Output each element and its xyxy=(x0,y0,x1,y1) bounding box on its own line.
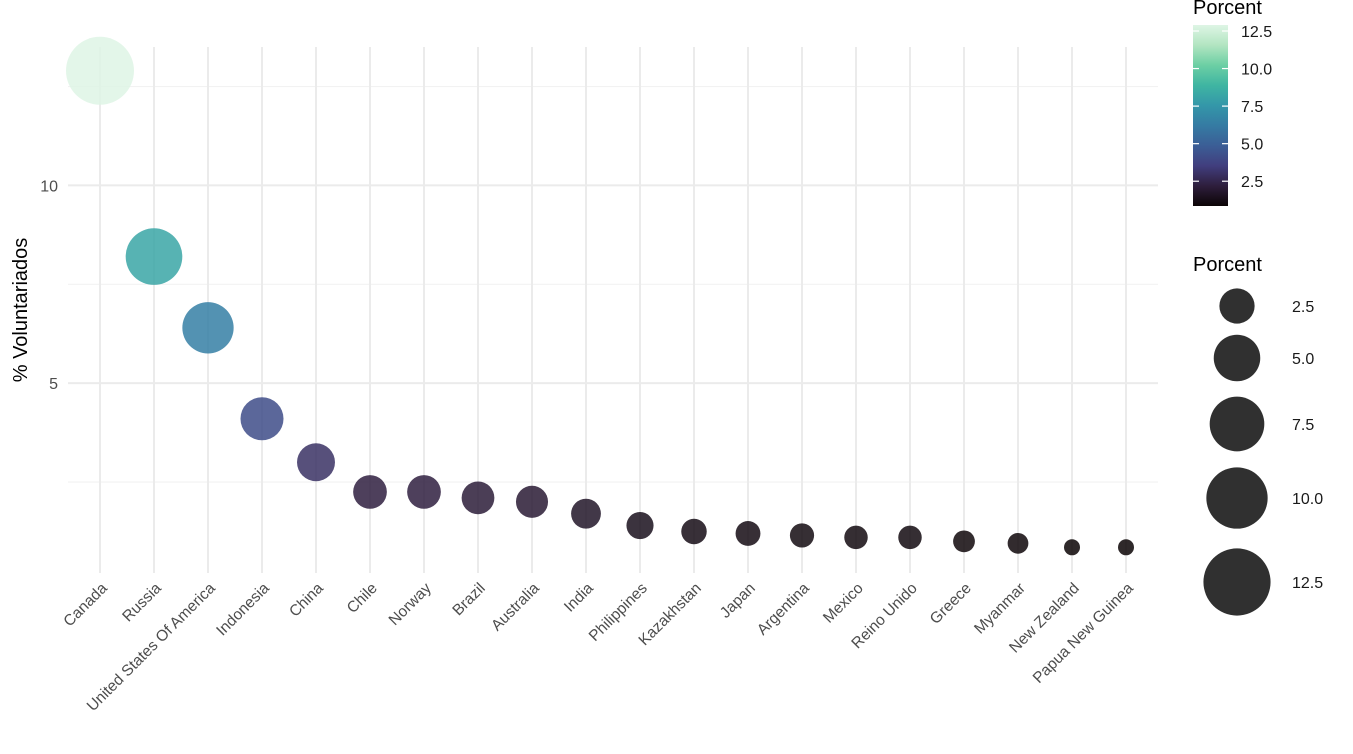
data-point xyxy=(461,481,495,515)
data-point xyxy=(66,36,134,105)
data-point xyxy=(125,228,183,285)
x-tick-label: Brazil xyxy=(449,580,488,619)
data-point xyxy=(735,521,761,546)
size-legend-title: Porcent xyxy=(1193,254,1262,276)
size-legend-label: 10.0 xyxy=(1292,491,1323,508)
data-point xyxy=(626,511,654,540)
x-tick-label: Mexico xyxy=(820,580,867,627)
size-legend-key xyxy=(1213,334,1261,382)
y-tick-label: 10 xyxy=(40,178,58,195)
x-tick-label: Greece xyxy=(927,580,975,628)
size-legend: Porcent 2.5 5.0 7.5 10.0 12.5 xyxy=(1193,254,1323,616)
x-tick-label: Myanmar xyxy=(971,580,1029,638)
data-point xyxy=(844,525,868,550)
colorbar-tick-label: 7.5 xyxy=(1241,99,1263,116)
data-point xyxy=(789,523,815,548)
y-axis-ticks: 5 10 xyxy=(40,178,58,393)
size-legend-label: 7.5 xyxy=(1292,417,1314,434)
x-tick-label: Argentina xyxy=(754,580,813,639)
x-tick-label: India xyxy=(561,580,597,616)
x-tick-label: Norway xyxy=(386,580,435,629)
colorbar-tick-label: 2.5 xyxy=(1241,174,1263,191)
color-legend: Porcent 2.5 5.0 7.5 10.0 12.5 xyxy=(1193,0,1272,206)
size-legend-label: 12.5 xyxy=(1292,575,1323,592)
data-point xyxy=(182,302,234,354)
data-point xyxy=(515,485,549,518)
data-point xyxy=(1007,532,1029,554)
x-tick-label: Chile xyxy=(344,580,381,617)
size-legend-key xyxy=(1219,288,1255,324)
x-tick-label: Papua New Guinea xyxy=(1030,580,1137,687)
size-legend-key xyxy=(1209,396,1265,452)
colorbar-tick-label: 5.0 xyxy=(1241,137,1263,154)
colorbar xyxy=(1193,25,1228,206)
data-point xyxy=(407,475,441,509)
data-point xyxy=(571,498,601,529)
color-legend-title: Porcent xyxy=(1193,0,1262,19)
data-point xyxy=(353,475,387,509)
data-point xyxy=(297,443,335,482)
size-legend-key xyxy=(1203,548,1271,616)
size-legend-label: 5.0 xyxy=(1292,351,1314,368)
colorbar-tick-label: 12.5 xyxy=(1241,24,1272,41)
data-point xyxy=(1118,539,1134,556)
y-axis-title: % Voluntariados xyxy=(10,238,32,383)
grid-lines xyxy=(68,47,1158,573)
data-point xyxy=(898,525,922,550)
x-tick-label: Indonesia xyxy=(213,580,273,640)
data-point xyxy=(681,518,707,545)
size-legend-key xyxy=(1206,467,1268,529)
x-tick-label: Australia xyxy=(488,580,543,635)
y-tick-label: 5 xyxy=(49,376,58,393)
size-legend-label: 2.5 xyxy=(1292,299,1314,316)
x-tick-label: Canada xyxy=(60,580,111,631)
colorbar-tick-label: 10.0 xyxy=(1241,62,1272,79)
x-tick-label: China xyxy=(286,580,327,621)
x-tick-label: Japan xyxy=(717,580,759,622)
data-point xyxy=(953,530,975,553)
data-point xyxy=(240,397,284,441)
x-tick-label: Russia xyxy=(119,580,165,626)
data-point xyxy=(1064,539,1080,556)
data-points xyxy=(66,36,1134,556)
